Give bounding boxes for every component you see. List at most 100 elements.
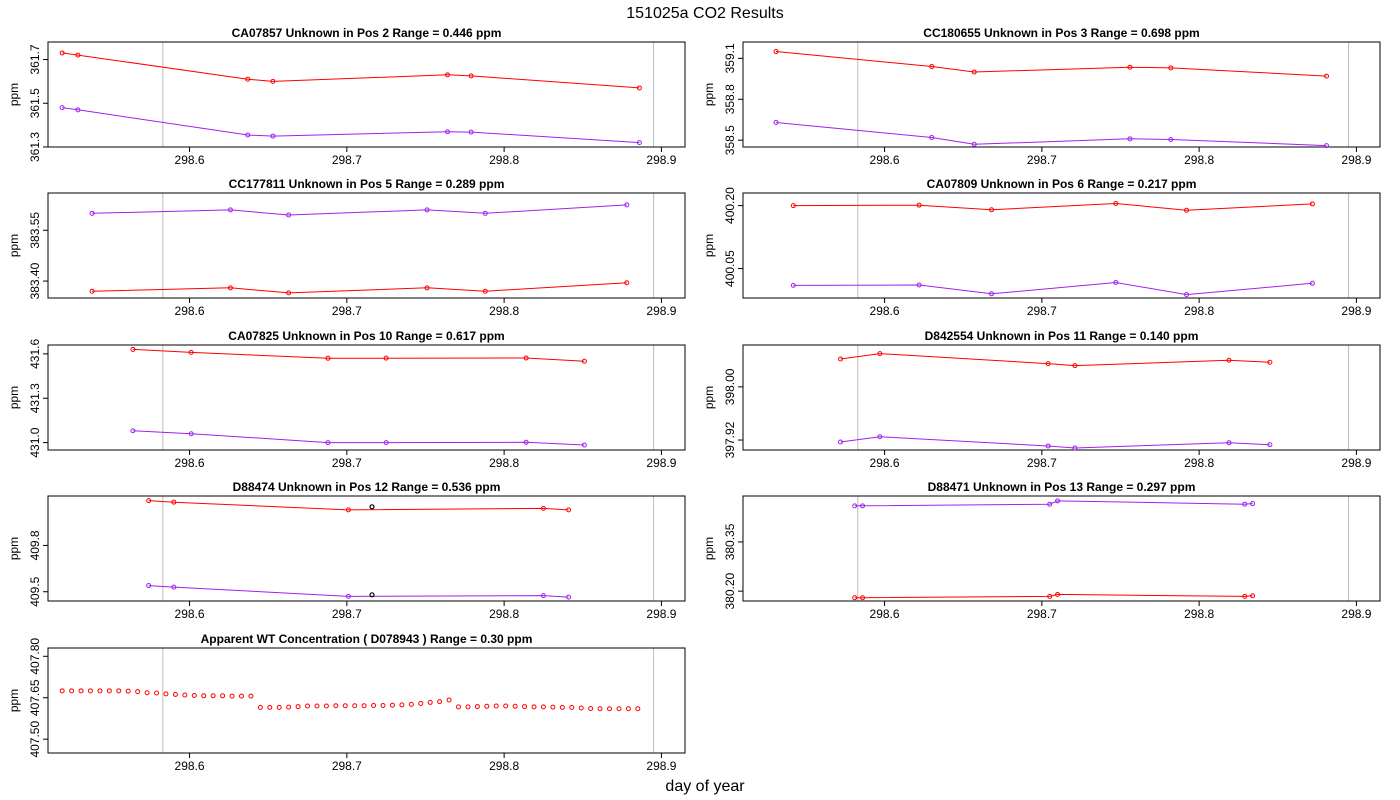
y-tick-label: 361.3 (28, 132, 42, 162)
data-point (245, 76, 251, 82)
data-point (97, 688, 103, 694)
plot-frame (47, 192, 686, 299)
y-tick-label: 380.20 (723, 572, 737, 609)
y-tick-label: 383.55 (28, 212, 42, 249)
plot-frame (47, 41, 686, 148)
data-point (163, 691, 169, 697)
data-point (790, 203, 796, 209)
data-point (1127, 64, 1133, 70)
plot-frame (47, 344, 686, 451)
data-point (569, 704, 575, 710)
data-point (877, 351, 883, 357)
y-tick-label: 361.5 (28, 88, 42, 118)
x-tick-label: 298.6 (870, 456, 900, 470)
data-point (106, 688, 112, 694)
series-line-purple (62, 107, 640, 144)
data-point (325, 355, 331, 361)
y-tick-label: 398.00 (723, 368, 737, 405)
data-point (838, 356, 844, 362)
data-point (146, 498, 152, 504)
y-tick-label: 407.65 (28, 679, 42, 716)
chart-panel-6: D842554 Unknown in Pos 11 Range = 0.140 … (702, 329, 1381, 470)
series-line-red (793, 202, 1313, 211)
data-point (171, 499, 177, 505)
data-point (1184, 207, 1190, 213)
data-point (916, 202, 922, 208)
data-point (427, 699, 433, 705)
x-tick-label: 298.9 (646, 304, 676, 318)
data-point (1250, 501, 1256, 507)
series-line-red (132, 348, 585, 362)
data-point (578, 705, 584, 711)
data-point (566, 594, 572, 600)
x-tick-label: 298.8 (1184, 153, 1214, 167)
data-point (286, 212, 292, 218)
plot-frame (47, 647, 686, 754)
data-point (1045, 361, 1051, 367)
data-point (503, 703, 509, 709)
x-tick-label: 298.9 (646, 607, 676, 621)
y-axis-label: ppm (702, 234, 716, 257)
x-tick-label: 298.8 (489, 456, 519, 470)
y-axis-label: ppm (702, 537, 716, 560)
data-point (1242, 593, 1248, 599)
y-tick-label: 409.5 (28, 576, 42, 606)
series-line-purple (840, 436, 1270, 449)
data-point (172, 691, 178, 697)
y-axis-label: ppm (7, 386, 21, 409)
y-tick-label: 400.05 (723, 250, 737, 287)
data-point (286, 290, 292, 296)
y-axis-label: ppm (702, 386, 716, 409)
x-tick-label: 298.6 (175, 456, 205, 470)
x-tick-label: 298.6 (870, 153, 900, 167)
data-point (616, 706, 622, 712)
y-axis-label: ppm (702, 83, 716, 106)
data-point (1226, 357, 1232, 363)
data-point (468, 129, 474, 135)
panel-title: CA07809 Unknown in Pos 6 Range = 0.217 p… (927, 177, 1197, 191)
x-axis-title: day of year (665, 778, 745, 795)
data-point (474, 704, 480, 710)
y-tick-label: 431.3 (28, 383, 42, 413)
x-tick-label: 298.7 (332, 759, 362, 773)
data-point (852, 595, 858, 601)
chart-panel-5: CA07825 Unknown in Pos 10 Range = 0.617 … (7, 329, 686, 470)
series-line-purple (148, 585, 569, 598)
x-tick-label: 298.8 (489, 304, 519, 318)
data-point (210, 693, 216, 699)
data-point (929, 64, 935, 70)
data-point (201, 693, 207, 699)
data-point (852, 503, 858, 509)
data-point (78, 688, 84, 694)
data-point (588, 706, 594, 712)
data-point (531, 704, 537, 710)
data-point (125, 688, 131, 694)
data-point (361, 703, 367, 709)
y-axis-label: ppm (7, 689, 21, 712)
data-point (482, 210, 488, 216)
plot-frame (47, 495, 686, 602)
data-point (1055, 498, 1061, 504)
x-tick-label: 298.7 (1027, 607, 1057, 621)
data-point (229, 693, 235, 699)
y-axis-label: ppm (7, 537, 21, 560)
data-point (566, 507, 572, 513)
data-point (305, 703, 311, 709)
x-tick-label: 298.8 (1184, 456, 1214, 470)
data-point (624, 280, 630, 286)
data-point (227, 285, 233, 291)
data-point (1226, 440, 1232, 446)
y-tick-label: 409.8 (28, 530, 42, 560)
data-point (468, 73, 474, 79)
data-point (838, 439, 844, 445)
plot-frame (742, 495, 1381, 602)
data-point (345, 507, 351, 513)
data-point (1309, 201, 1315, 207)
x-tick-label: 298.7 (1027, 456, 1057, 470)
data-point (1267, 359, 1273, 365)
data-point (270, 133, 276, 139)
chart-panel-8: D88471 Unknown in Pos 13 Range = 0.297 p… (702, 480, 1381, 621)
data-point (267, 704, 273, 710)
data-point (276, 704, 282, 710)
